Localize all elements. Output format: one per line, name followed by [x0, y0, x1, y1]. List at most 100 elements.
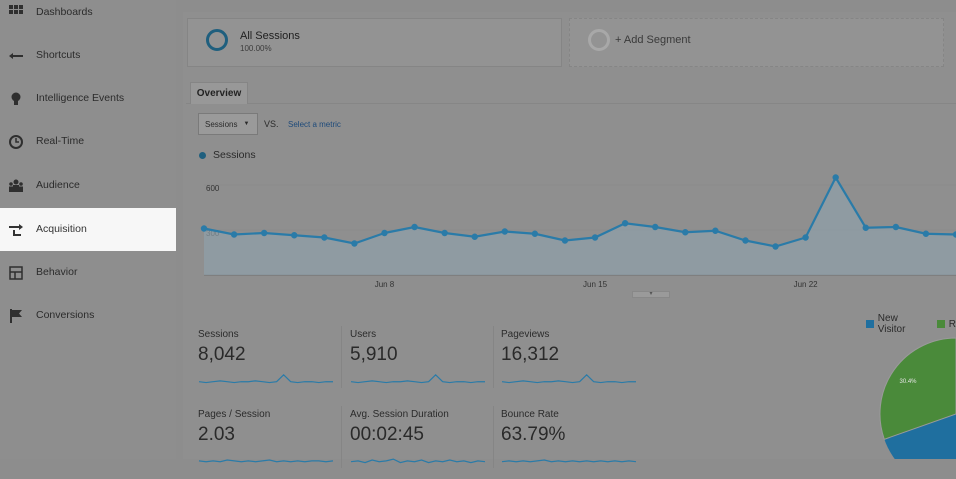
- metric-label: Bounce Rate: [501, 409, 559, 420]
- data-point[interactable]: [772, 243, 779, 250]
- data-point[interactable]: [802, 234, 809, 241]
- sparkline-line: [198, 374, 333, 384]
- layout-icon: [9, 266, 23, 280]
- sidebar-item-label: Acquisition: [36, 223, 87, 235]
- sidebar-item-label: Behavior: [36, 266, 78, 278]
- metric-tile-bounce-rate[interactable]: Bounce Rate 63.79%: [501, 409, 639, 479]
- data-point[interactable]: [952, 231, 956, 238]
- sparkline-line: [198, 459, 334, 463]
- data-point[interactable]: [742, 237, 749, 244]
- visitor-pie-chart[interactable]: 30.4%: [878, 336, 956, 459]
- segment-title: All Sessions: [240, 30, 300, 42]
- data-point[interactable]: [230, 231, 238, 238]
- metric-label: Avg. Session Duration: [350, 409, 449, 420]
- select-metric-link[interactable]: Select a metric: [288, 120, 341, 129]
- series-area: [204, 177, 956, 275]
- grid-icon: [9, 5, 23, 14]
- sparkline: [501, 374, 636, 384]
- data-point[interactable]: [200, 225, 208, 232]
- acquisition-arrows-icon: [9, 224, 23, 236]
- segment-ring-icon: [206, 29, 228, 51]
- metric-value: 2.03: [198, 424, 235, 445]
- data-point[interactable]: [621, 220, 629, 227]
- data-point[interactable]: [441, 229, 448, 237]
- add-segment-label: + Add Segment: [615, 34, 691, 46]
- sidebar-item-conversions[interactable]: Conversions: [0, 294, 176, 337]
- data-point[interactable]: [291, 232, 298, 239]
- data-point[interactable]: [321, 234, 328, 241]
- sparkline-line: [350, 374, 485, 384]
- sparkline: [350, 458, 486, 464]
- sidebar: Dashboards Shortcuts Intelligence Events…: [0, 0, 176, 459]
- series-line-sessions: [203, 175, 956, 248]
- x-tick-label: Jun 8: [375, 280, 395, 289]
- tile-separator: [341, 406, 342, 468]
- pie-slice-returning[interactable]: [879, 337, 956, 440]
- segment-all-sessions[interactable]: All Sessions 100.00%: [187, 18, 562, 67]
- data-point[interactable]: [652, 223, 659, 231]
- sidebar-item-acquisition[interactable]: Acquisition: [0, 208, 176, 251]
- segment-empty-ring-icon: [588, 29, 610, 51]
- metric-label: Pages / Session: [198, 409, 271, 420]
- legend-new-visitor-swatch: [866, 320, 874, 328]
- data-point[interactable]: [862, 224, 869, 231]
- sidebar-item-shortcuts[interactable]: Shortcuts: [0, 34, 176, 77]
- y-tick-label: 600: [206, 184, 220, 193]
- data-point[interactable]: [832, 174, 839, 181]
- data-point[interactable]: [591, 234, 599, 241]
- sidebar-item-label: Real-Time: [36, 135, 85, 147]
- tile-separator: [341, 326, 342, 388]
- data-point[interactable]: [381, 229, 388, 237]
- tile-separator: [493, 406, 494, 468]
- sidebar-item-dashboards[interactable]: Dashboards: [0, 0, 176, 24]
- metric-select[interactable]: Sessions ▼: [198, 113, 258, 135]
- sidebar-item-audience[interactable]: Audience: [0, 164, 176, 207]
- sidebar-item-label: Dashboards: [36, 6, 93, 18]
- metric-value: 8,042: [198, 344, 246, 365]
- data-point[interactable]: [712, 227, 719, 234]
- sidebar-item-label: Intelligence Events: [36, 92, 125, 104]
- metric-label: Users: [350, 329, 377, 340]
- data-point[interactable]: [351, 240, 358, 247]
- data-point[interactable]: [561, 237, 569, 244]
- sidebar-item-intelligence-events[interactable]: Intelligence Events: [0, 77, 176, 120]
- metric-tile-sessions[interactable]: Sessions 8,042: [198, 329, 336, 399]
- metric-tile-avg-session-duration[interactable]: Avg. Session Duration 00:02:45: [350, 409, 488, 479]
- sparkline-line: [350, 458, 486, 464]
- metric-tile-pages-session[interactable]: Pages / Session 2.03: [198, 409, 336, 479]
- segment-percentage: 100.00%: [240, 44, 272, 53]
- pie-slice-label: 30.4%: [899, 379, 917, 385]
- sparkline: [198, 459, 334, 463]
- metric-tile-pageviews[interactable]: Pageviews 16,312: [501, 329, 639, 399]
- data-point[interactable]: [892, 223, 900, 231]
- metric-select-value: Sessions: [205, 119, 238, 129]
- sparkline: [350, 374, 485, 384]
- tile-separator: [493, 326, 494, 388]
- data-point[interactable]: [501, 228, 508, 235]
- metric-tile-users[interactable]: Users 5,910: [350, 329, 488, 399]
- sparkline: [501, 459, 637, 463]
- vs-label: VS.: [264, 119, 279, 129]
- metric-value: 00:02:45: [350, 424, 424, 445]
- metric-value: 16,312: [501, 344, 560, 365]
- data-point[interactable]: [682, 229, 689, 236]
- sidebar-item-real-time[interactable]: Real-Time: [0, 120, 176, 163]
- tab-overview[interactable]: Overview: [190, 82, 248, 104]
- metric-value: 5,910: [350, 344, 398, 365]
- data-point[interactable]: [922, 230, 930, 237]
- legend-returning-label: R: [948, 318, 956, 330]
- data-point[interactable]: [411, 223, 418, 231]
- chart-resize-handle[interactable]: ▾: [632, 291, 670, 298]
- data-point[interactable]: [471, 233, 478, 240]
- data-point[interactable]: [531, 230, 539, 237]
- legend-swatch: [199, 152, 206, 159]
- legend-returning-swatch: [936, 320, 945, 328]
- sidebar-item-label: Conversions: [36, 309, 95, 321]
- lightbulb-icon: [11, 92, 21, 105]
- add-segment-button[interactable]: + Add Segment: [569, 18, 944, 67]
- sidebar-item-behavior[interactable]: Behavior: [0, 251, 176, 294]
- data-point[interactable]: [260, 229, 268, 237]
- metric-label: Sessions: [198, 329, 239, 340]
- sidebar-item-label: Audience: [36, 179, 80, 191]
